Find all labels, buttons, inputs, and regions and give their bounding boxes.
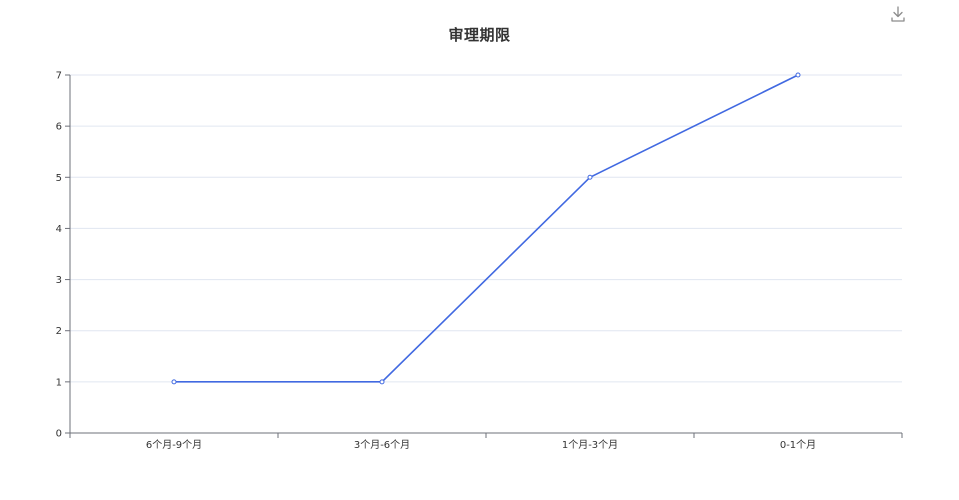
y-tick-label: 7 [56,71,62,82]
y-tick-label: 5 [56,173,62,184]
download-icon [891,6,905,22]
data-point [171,379,177,385]
y-tick-label: 6 [56,122,62,133]
chart-title: 审理期限 [448,26,511,44]
data-point [379,379,385,385]
x-tick-label: 0-1个月 [780,439,816,451]
download-button[interactable] [888,4,908,24]
data-point [795,72,801,78]
y-tick-label: 3 [56,275,62,286]
y-tick-label: 1 [56,377,62,388]
x-tick-label: 3个月-6个月 [354,439,410,451]
y-tick-label: 2 [56,326,62,337]
x-tick-label: 6个月-9个月 [146,439,202,451]
y-tick-label: 0 [56,429,62,440]
x-tick-label: 1个月-3个月 [562,439,618,451]
y-tick-label: 4 [56,224,62,235]
series-line [174,74,799,383]
data-point [587,174,593,180]
